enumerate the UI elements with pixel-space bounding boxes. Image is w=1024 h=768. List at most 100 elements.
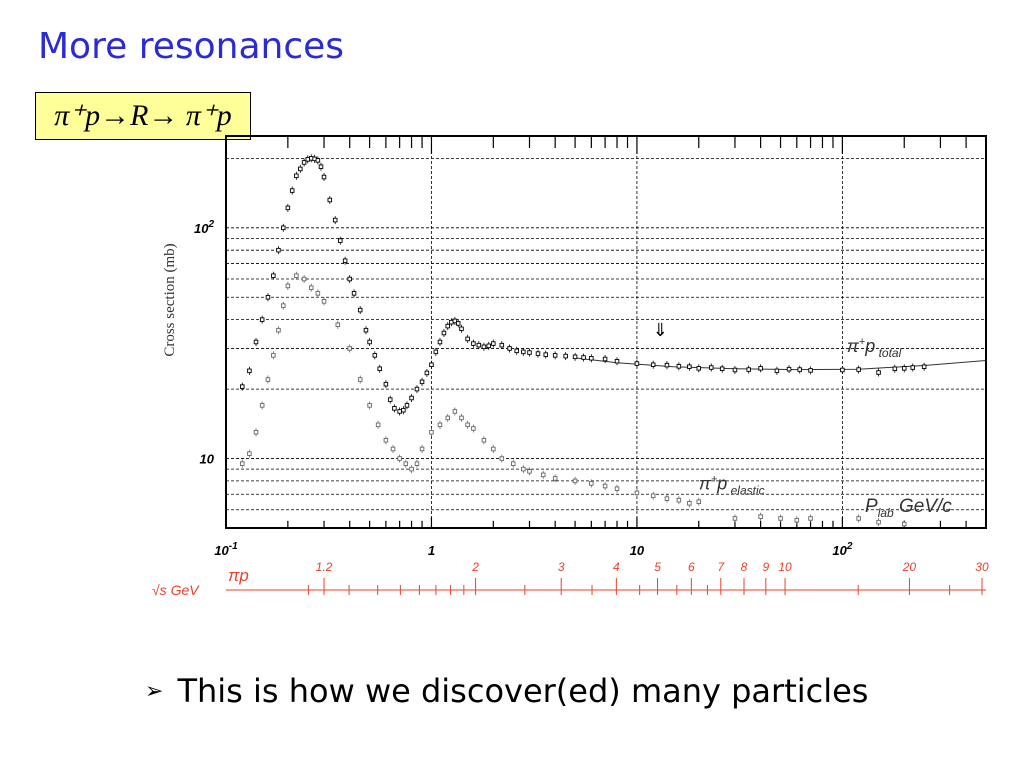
point-marker bbox=[459, 415, 464, 421]
point-marker bbox=[540, 472, 546, 478]
data-point-total bbox=[774, 366, 780, 375]
data-point-total bbox=[687, 362, 692, 371]
data-point-elastic bbox=[309, 283, 314, 292]
data-point-total bbox=[321, 173, 327, 182]
point-marker bbox=[276, 327, 281, 333]
point-marker bbox=[265, 377, 271, 382]
data-point-elastic bbox=[414, 459, 420, 468]
point-marker bbox=[424, 370, 430, 376]
data-point-elastic bbox=[499, 454, 505, 463]
data-point-elastic bbox=[452, 407, 458, 416]
point-marker bbox=[774, 368, 780, 374]
data-point-total bbox=[285, 203, 291, 212]
data-point-elastic bbox=[429, 428, 434, 437]
data-point-total bbox=[401, 406, 406, 415]
point-marker bbox=[510, 461, 516, 466]
sqrt-s-tick-label: 4 bbox=[613, 560, 620, 574]
data-point-total bbox=[892, 364, 898, 373]
point-marker bbox=[614, 486, 620, 491]
data-point-elastic bbox=[390, 444, 396, 453]
data-point-total bbox=[455, 319, 461, 328]
point-marker bbox=[404, 403, 410, 408]
sqrt-s-tick-label: 10 bbox=[778, 560, 792, 574]
point-marker bbox=[876, 370, 881, 375]
point-marker bbox=[347, 346, 352, 351]
data-point-total bbox=[367, 337, 372, 346]
bullet-point: ➢ This is how we discover(ed) many partic… bbox=[145, 672, 868, 710]
point-marker bbox=[309, 285, 314, 290]
data-point-total bbox=[377, 364, 382, 373]
point-marker bbox=[247, 451, 252, 456]
data-point-total bbox=[276, 246, 281, 255]
point-marker bbox=[602, 356, 608, 362]
data-point-elastic bbox=[602, 482, 608, 491]
data-point-elastic bbox=[901, 520, 907, 529]
data-point-elastic bbox=[265, 375, 271, 384]
data-point-elastic bbox=[778, 514, 783, 523]
data-point-total bbox=[808, 366, 813, 375]
y-tick-label: 10 bbox=[200, 452, 215, 467]
data-point-elastic bbox=[335, 320, 341, 329]
point-marker bbox=[786, 366, 792, 372]
point-marker bbox=[876, 519, 881, 525]
point-marker bbox=[778, 516, 783, 521]
data-point-total bbox=[664, 361, 670, 370]
point-marker bbox=[372, 353, 378, 358]
point-marker bbox=[301, 160, 307, 165]
point-marker bbox=[276, 247, 281, 253]
point-marker bbox=[247, 368, 252, 374]
reaction-formula: π⁺p→R→ π⁺p bbox=[35, 92, 251, 140]
point-marker bbox=[589, 356, 594, 361]
point-marker bbox=[397, 409, 402, 414]
point-marker bbox=[403, 461, 409, 466]
point-marker bbox=[455, 321, 461, 326]
data-point-elastic bbox=[696, 497, 702, 506]
point-marker bbox=[543, 352, 549, 357]
data-point-total bbox=[758, 364, 763, 373]
point-marker bbox=[437, 339, 443, 345]
x-tick-label: 102 bbox=[832, 541, 852, 558]
point-marker bbox=[901, 521, 907, 527]
point-marker bbox=[572, 354, 578, 360]
point-marker bbox=[687, 501, 692, 506]
data-point-total bbox=[342, 256, 348, 265]
point-marker bbox=[732, 367, 738, 373]
point-marker bbox=[338, 238, 343, 243]
point-marker bbox=[797, 367, 802, 372]
down-arrow-icon: ⇓ bbox=[653, 320, 668, 341]
point-marker bbox=[476, 342, 482, 348]
data-point-total bbox=[840, 365, 845, 374]
data-point-total bbox=[315, 156, 321, 165]
data-point-elastic bbox=[247, 449, 252, 458]
data-point-total bbox=[602, 355, 608, 364]
data-point-elastic bbox=[589, 479, 594, 488]
data-point-total bbox=[459, 324, 464, 333]
point-marker bbox=[240, 461, 245, 466]
point-marker bbox=[465, 336, 470, 342]
point-marker bbox=[650, 493, 656, 498]
data-point-elastic bbox=[357, 375, 363, 384]
data-point-elastic bbox=[808, 514, 813, 523]
data-point-total bbox=[383, 380, 389, 389]
data-point-elastic bbox=[419, 444, 425, 453]
point-marker bbox=[367, 339, 372, 345]
point-marker bbox=[581, 355, 586, 360]
point-marker bbox=[387, 397, 393, 402]
point-marker bbox=[253, 339, 259, 345]
point-marker bbox=[259, 403, 265, 408]
point-marker bbox=[383, 438, 389, 443]
point-marker bbox=[521, 466, 526, 472]
sqrt-s-tick-label: 6 bbox=[688, 560, 695, 574]
data-point-total bbox=[271, 271, 276, 280]
data-point-elastic bbox=[383, 436, 389, 445]
data-point-elastic bbox=[271, 351, 276, 360]
series-label-elastic: π+p elastic bbox=[699, 473, 765, 497]
point-marker bbox=[294, 173, 299, 179]
point-marker bbox=[452, 409, 458, 414]
point-marker bbox=[499, 342, 505, 348]
data-point-elastic bbox=[481, 436, 487, 445]
point-marker bbox=[696, 499, 702, 504]
data-point-total bbox=[481, 342, 487, 351]
data-point-elastic bbox=[301, 275, 307, 284]
point-marker bbox=[732, 516, 738, 521]
